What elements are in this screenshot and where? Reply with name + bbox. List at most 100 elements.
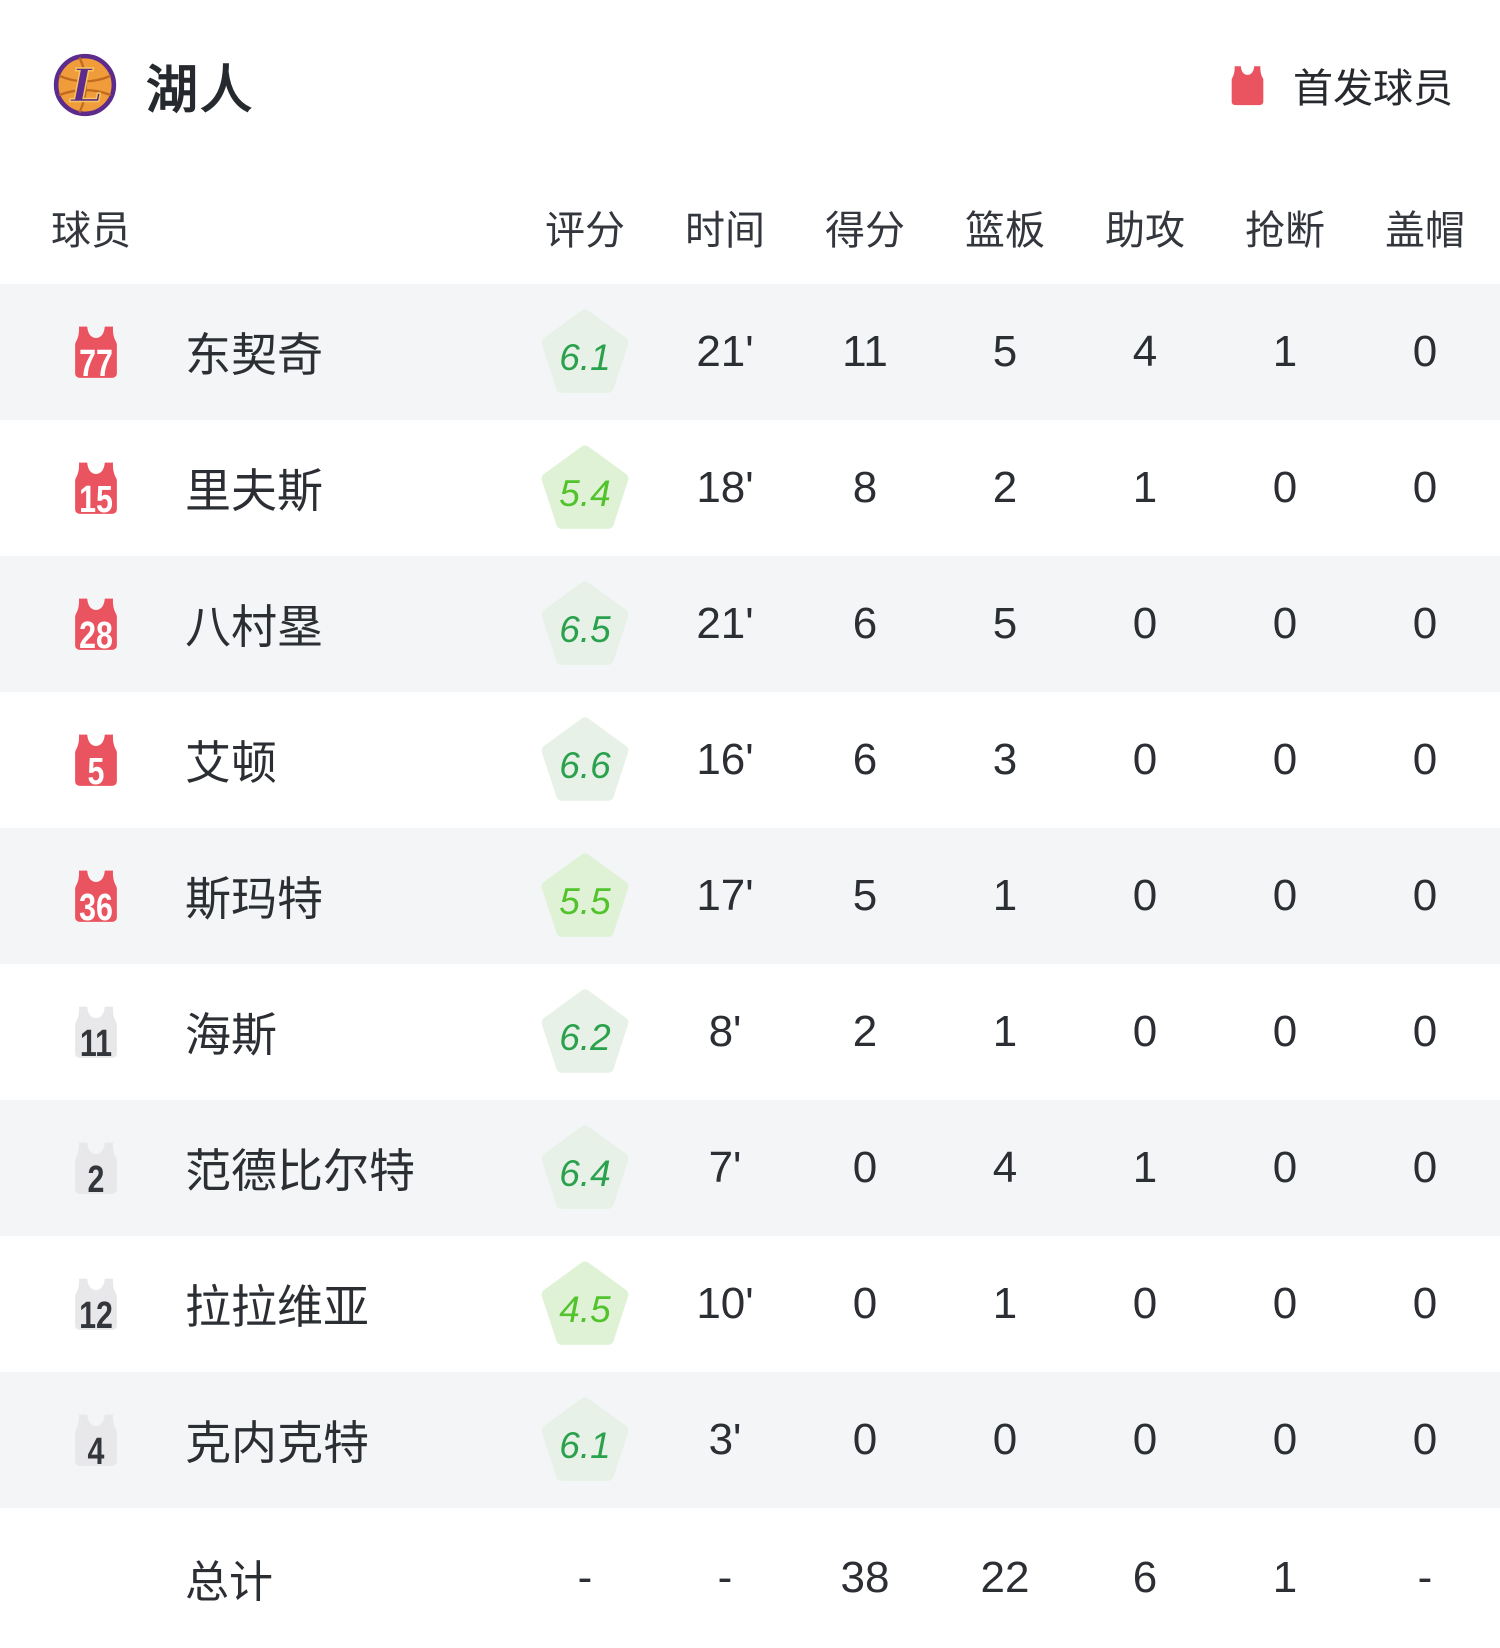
stat-steals: 0	[1272, 871, 1298, 920]
jersey-icon: 5	[65, 729, 127, 791]
totals-row: 总计 - - 38 22 6 1 -	[0, 1508, 1500, 1648]
stat-time: 18'	[696, 463, 754, 512]
stat-rebounds: 3	[992, 735, 1018, 784]
totals-label: 总计	[185, 1558, 273, 1607]
stat-steals: 0	[1272, 1143, 1298, 1192]
jersey-number: 12	[79, 1295, 113, 1337]
jersey-number: 5	[87, 751, 105, 793]
stat-time: 7'	[708, 1143, 742, 1192]
player-cell: 5 艾顿	[0, 727, 515, 793]
stat-steals: 0	[1272, 1415, 1298, 1464]
stat-points: 0	[852, 1143, 878, 1192]
player-cell: 15 里夫斯	[0, 455, 515, 521]
stat-points: 6	[852, 735, 878, 784]
stat-time: 17'	[696, 871, 754, 920]
rating-cell: 6.4	[515, 1125, 655, 1211]
player-name: 斯玛特	[185, 873, 323, 925]
player-cell: 36 斯玛特	[0, 863, 515, 929]
stat-time: 21'	[696, 599, 754, 648]
rating-cell: 5.5	[515, 853, 655, 939]
jersey-number: 28	[79, 615, 113, 657]
team-name: 湖人	[146, 61, 255, 120]
totals-assists: 6	[1132, 1553, 1158, 1602]
player-row[interactable]: 12 拉拉维亚 4.5 10' 0 1 0 0 0	[0, 1236, 1500, 1372]
col-points: 得分	[825, 209, 905, 253]
player-table-body: 77 东契奇 6.1 21' 11 5 4 1 0 15 里夫斯	[0, 284, 1500, 1508]
stat-blocks: 0	[1412, 599, 1438, 648]
rating-value: 6.1	[559, 336, 611, 378]
totals-blocks: -	[1417, 1553, 1433, 1602]
stat-steals: 0	[1272, 735, 1298, 784]
jersey-number: 2	[87, 1159, 105, 1201]
stat-rebounds: 5	[992, 599, 1018, 648]
jersey-number: 15	[79, 479, 113, 521]
stat-assists: 0	[1132, 599, 1158, 648]
stat-assists: 1	[1132, 1143, 1158, 1192]
stat-assists: 0	[1132, 1007, 1158, 1056]
stat-assists: 0	[1132, 871, 1158, 920]
stat-points: 6	[852, 599, 878, 648]
starter-legend-label: 首发球员	[1293, 67, 1453, 111]
rating-badge: 5.5	[541, 853, 629, 939]
player-row[interactable]: 77 东契奇 6.1 21' 11 5 4 1 0	[0, 284, 1500, 420]
stat-blocks: 0	[1412, 1415, 1438, 1464]
stat-rebounds: 2	[992, 463, 1018, 512]
rating-badge: 5.4	[541, 445, 629, 531]
starter-jersey-icon	[1224, 62, 1271, 109]
stat-rebounds: 1	[992, 1279, 1018, 1328]
player-name: 克内克特	[185, 1417, 369, 1469]
stat-blocks: 0	[1412, 1007, 1438, 1056]
col-player: 球员	[51, 209, 131, 253]
player-cell: 28 八村塁	[0, 591, 515, 657]
stat-blocks: 0	[1412, 735, 1438, 784]
stat-time: 3'	[708, 1415, 742, 1464]
rating-badge: 4.5	[541, 1261, 629, 1347]
player-cell: 2 范德比尔特	[0, 1135, 515, 1201]
player-name: 范德比尔特	[185, 1145, 415, 1197]
player-row[interactable]: 28 八村塁 6.5 21' 6 5 0 0 0	[0, 556, 1500, 692]
stat-assists: 0	[1132, 735, 1158, 784]
stat-points: 0	[852, 1279, 878, 1328]
table-column-header: 球员 评分 时间 得分 篮板 助攻 抢断 盖帽	[0, 170, 1500, 284]
player-row[interactable]: 11 海斯 6.2 8' 2 1 0 0 0	[0, 964, 1500, 1100]
stat-points: 8	[852, 463, 878, 512]
totals-points: 38	[840, 1553, 890, 1602]
player-cell: 12 拉拉维亚	[0, 1271, 515, 1337]
stat-time: 10'	[696, 1279, 754, 1328]
rating-value: 6.6	[559, 744, 611, 786]
col-rating: 评分	[545, 209, 625, 253]
stat-points: 0	[852, 1415, 878, 1464]
player-row[interactable]: 2 范德比尔特 6.4 7' 0 4 1 0 0	[0, 1100, 1500, 1236]
rating-value: 5.5	[559, 880, 611, 922]
player-row[interactable]: 15 里夫斯 5.4 18' 8 2 1 0 0	[0, 420, 1500, 556]
jersey-number: 11	[79, 1023, 113, 1065]
svg-text:L: L	[69, 59, 103, 113]
jersey-icon: 15	[65, 457, 127, 519]
player-row[interactable]: 36 斯玛特 5.5 17' 5 1 0 0 0	[0, 828, 1500, 964]
stat-steals: 0	[1272, 1279, 1298, 1328]
rating-cell: 6.2	[515, 989, 655, 1075]
player-name: 东契奇	[185, 329, 323, 381]
player-cell: 11 海斯	[0, 999, 515, 1065]
player-name: 艾顿	[185, 737, 277, 789]
player-row[interactable]: 4 克内克特 6.1 3' 0 0 0 0 0	[0, 1372, 1500, 1508]
rating-badge: 6.1	[541, 309, 629, 395]
stat-blocks: 0	[1412, 327, 1438, 376]
lakers-logo-icon: L	[52, 52, 118, 118]
stat-rebounds: 4	[992, 1143, 1018, 1192]
rating-badge: 6.4	[541, 1125, 629, 1211]
rating-cell: 5.4	[515, 445, 655, 531]
jersey-icon: 36	[65, 865, 127, 927]
rating-value: 6.1	[559, 1424, 611, 1466]
rating-value: 6.4	[559, 1152, 611, 1194]
jersey-number: 77	[79, 343, 113, 385]
rating-cell: 6.5	[515, 581, 655, 667]
col-assists: 助攻	[1105, 209, 1185, 253]
totals-steals: 1	[1272, 1553, 1298, 1602]
rating-cell: 6.1	[515, 309, 655, 395]
col-steals: 抢断	[1245, 209, 1325, 253]
player-row[interactable]: 5 艾顿 6.6 16' 6 3 0 0 0	[0, 692, 1500, 828]
rating-badge: 6.2	[541, 989, 629, 1075]
player-name: 里夫斯	[185, 465, 323, 517]
stat-steals: 0	[1272, 1007, 1298, 1056]
